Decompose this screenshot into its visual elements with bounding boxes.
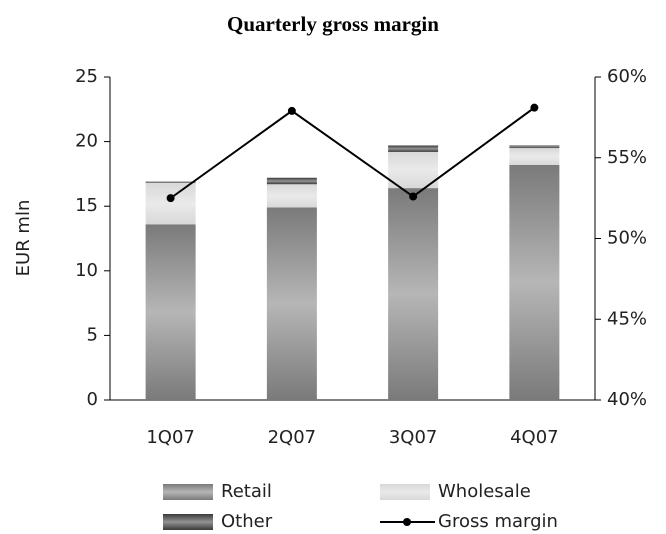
bar-segment [509, 164, 560, 400]
x-tick-label: 1Q07 [146, 427, 195, 448]
x-tick-label: 2Q07 [268, 427, 317, 448]
line-marker [409, 192, 418, 201]
line-marker [287, 106, 296, 115]
y2-tick-label: 45% [607, 308, 647, 329]
legend-label: Other [221, 511, 273, 532]
bar-segment [145, 182, 196, 225]
y2-tick-label: 40% [607, 389, 647, 410]
bar-segment [145, 181, 196, 183]
bar-segment [509, 145, 560, 149]
bar-segment [388, 151, 439, 189]
bar-segment [388, 188, 439, 400]
y-tick-label: 0 [87, 389, 98, 410]
legend-marker [403, 518, 411, 526]
y2-tick-label: 50% [607, 228, 647, 249]
y-tick-label: 20 [75, 131, 98, 152]
line-marker [530, 103, 539, 112]
legend-swatch [163, 484, 213, 500]
legend-label: Retail [221, 481, 272, 502]
legend-swatch [163, 514, 213, 530]
bar-segment [266, 207, 317, 400]
line-marker [166, 194, 175, 203]
legend-label: Wholesale [438, 481, 531, 502]
y-tick-label: 25 [75, 66, 98, 87]
bar-segment [266, 184, 317, 208]
y-tick-label: 5 [87, 324, 98, 345]
y2-tick-label: 55% [607, 147, 647, 168]
y-tick-label: 10 [75, 260, 98, 281]
y2-tick-label: 60% [607, 66, 647, 87]
y-axis-title: EUR mln [13, 200, 34, 277]
bar-segment [266, 177, 317, 185]
bar-segment [509, 148, 560, 165]
x-tick-label: 4Q07 [510, 427, 559, 448]
legend-label: Gross margin [438, 511, 558, 532]
bar-segment [388, 145, 439, 152]
legend-swatch [380, 484, 430, 500]
y-tick-label: 15 [75, 195, 98, 216]
bar-segment [145, 224, 196, 400]
x-tick-label: 3Q07 [389, 427, 438, 448]
line-series [170, 106, 535, 199]
chart-title: Quarterly gross margin [227, 12, 439, 36]
